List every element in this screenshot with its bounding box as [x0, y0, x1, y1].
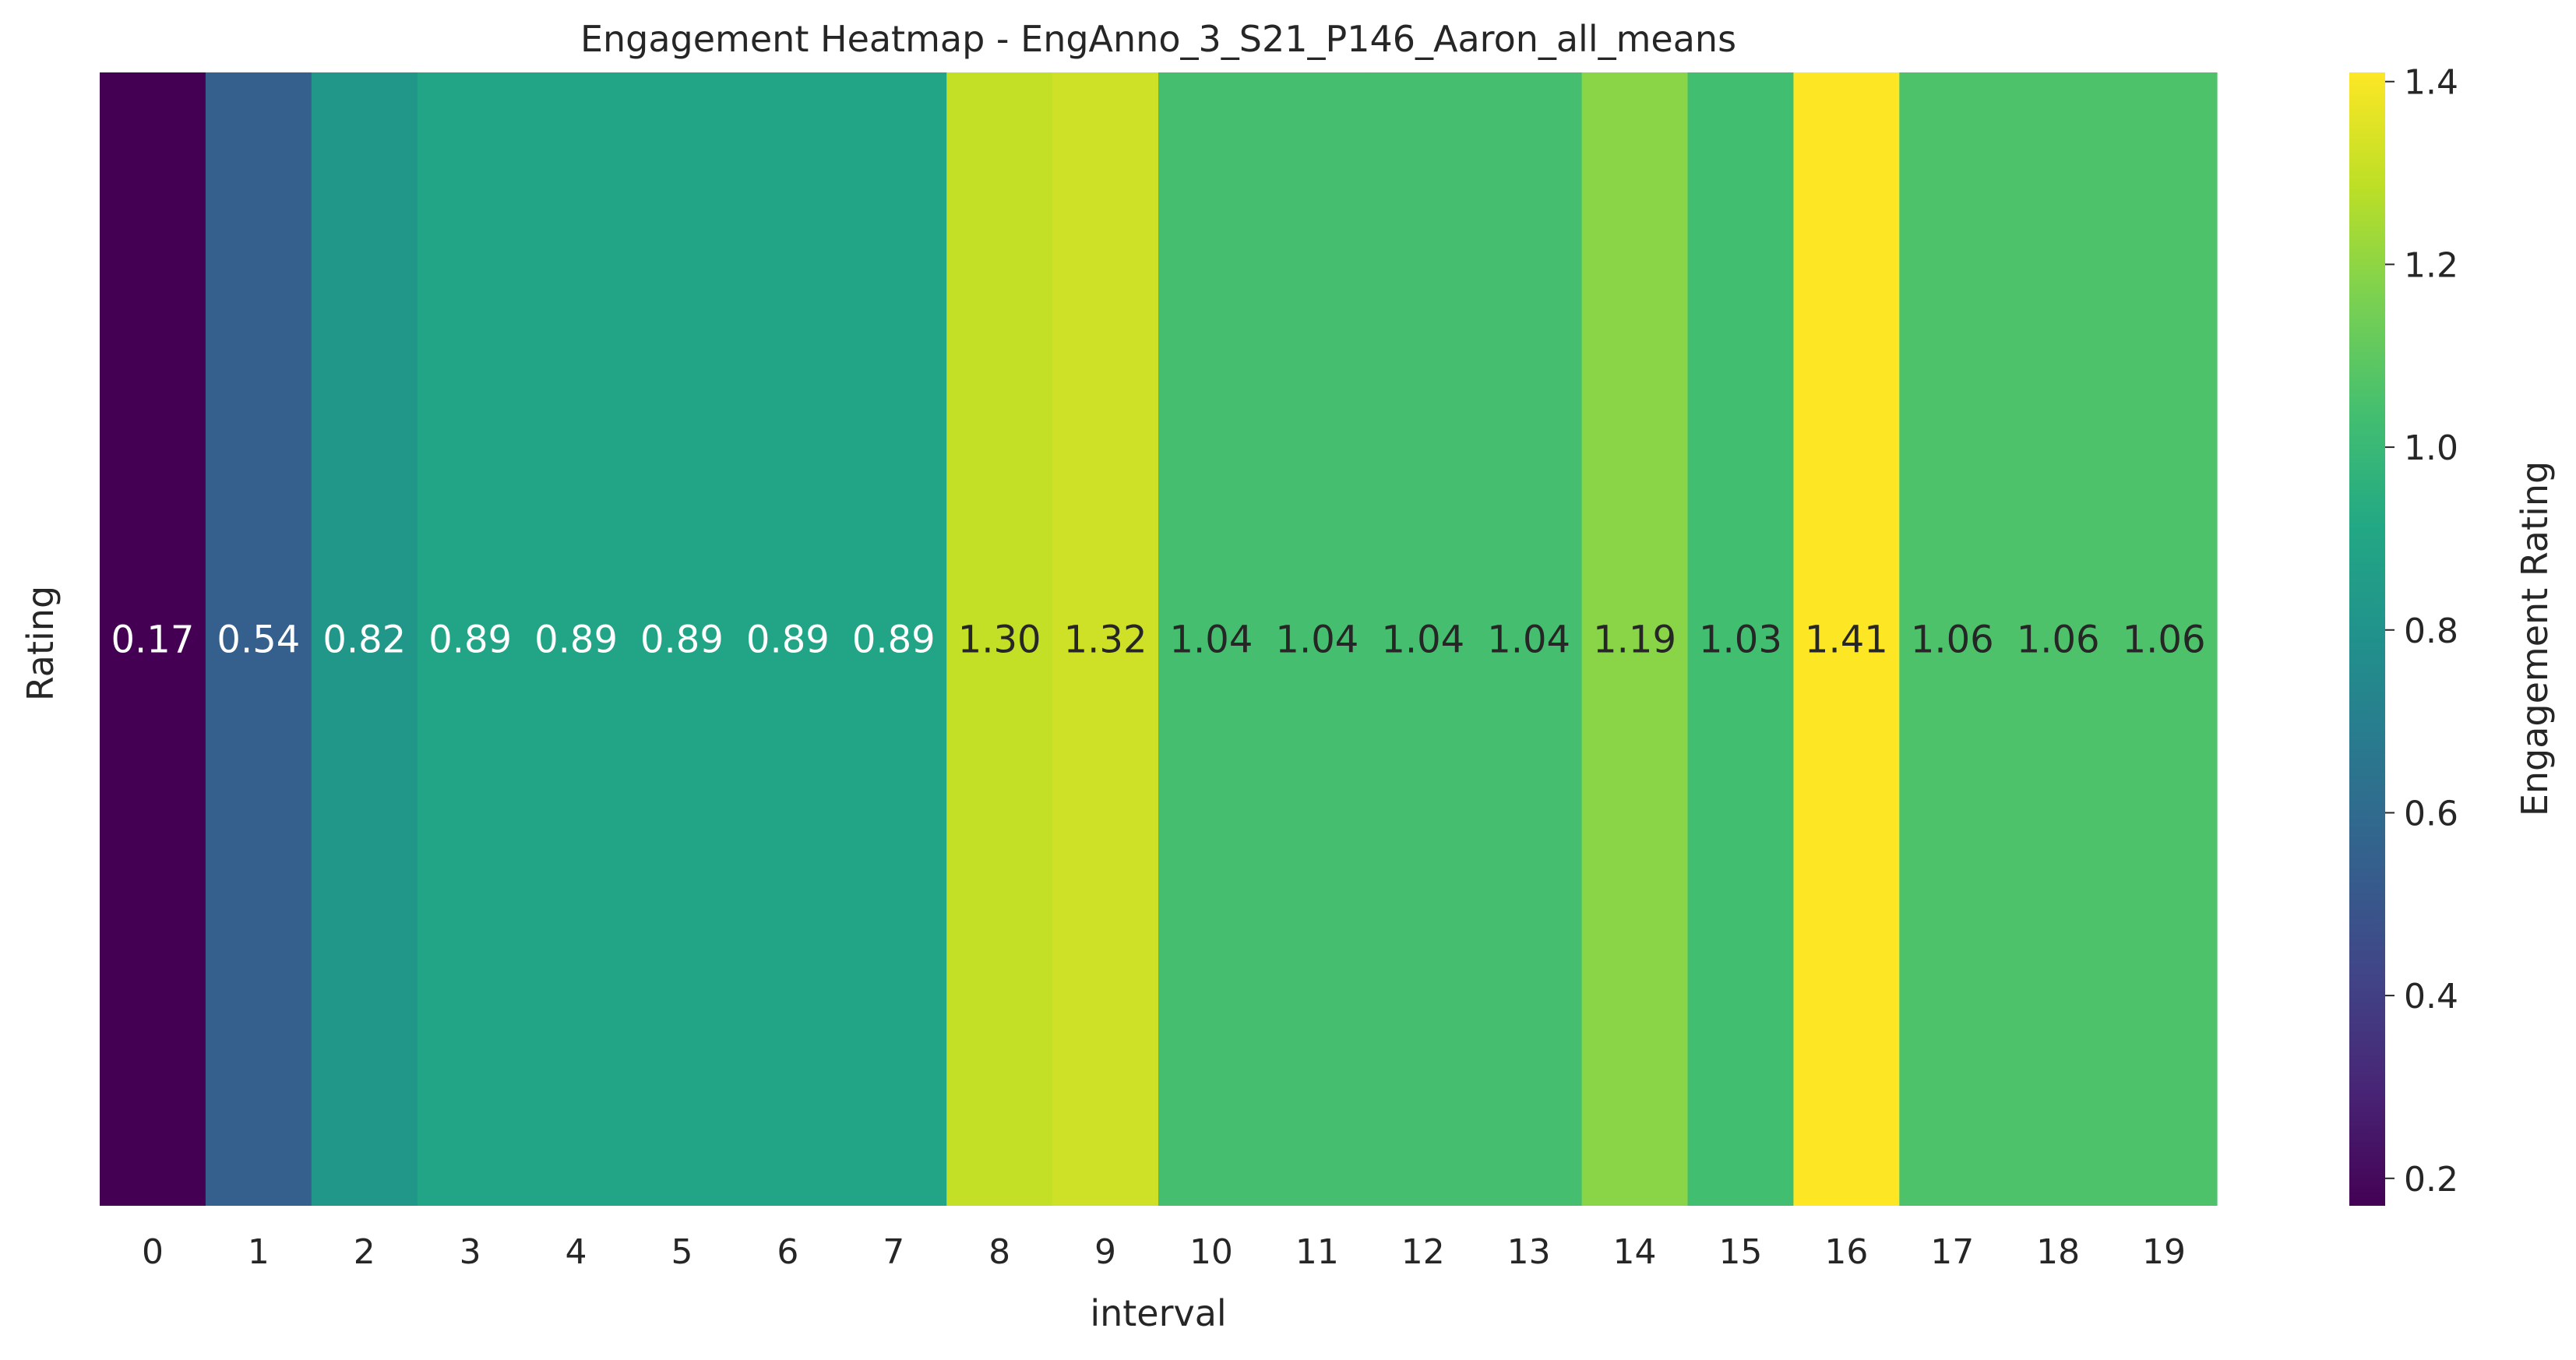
- x-tick-label: 4: [566, 1232, 587, 1272]
- x-tick-label: 13: [1507, 1232, 1551, 1272]
- heatmap-cell: [1052, 72, 1159, 1206]
- heatmap-cell: [840, 72, 947, 1206]
- colorbar-tick-label: 0.6: [2404, 794, 2458, 833]
- x-axis-label: interval: [1090, 1292, 1226, 1334]
- heatmap-cell: [1369, 72, 1477, 1206]
- heatmap-cell: [1475, 72, 1583, 1206]
- cell-value-label: 1.06: [2123, 618, 2206, 662]
- x-tick-label: 3: [460, 1232, 481, 1272]
- heatmap-cell: [1899, 72, 2006, 1206]
- x-tick-label: 2: [354, 1232, 375, 1272]
- heatmap-cell: [1581, 72, 1689, 1206]
- heatmap-cell: [1158, 72, 1265, 1206]
- x-tick-label: 6: [777, 1232, 798, 1272]
- cell-value-label: 1.30: [958, 618, 1041, 662]
- heatmap-cell: [946, 72, 1053, 1206]
- cell-value-label: 1.06: [1911, 618, 1994, 662]
- heatmap-cell: [1687, 72, 1794, 1206]
- cell-value-label: 0.17: [111, 618, 195, 662]
- cell-value-label: 0.89: [534, 618, 618, 662]
- cell-value-label: 1.06: [2017, 618, 2100, 662]
- cell-value-label: 1.04: [1170, 618, 1253, 662]
- x-tick-label: 5: [671, 1232, 692, 1272]
- cell-value-label: 1.04: [1381, 618, 1464, 662]
- x-tick-label: 9: [1094, 1232, 1116, 1272]
- cell-value-label: 0.89: [852, 618, 936, 662]
- heatmap-cell: [2005, 72, 2112, 1206]
- cell-value-label: 1.03: [1699, 618, 1782, 662]
- colorbar-tick-label: 0.8: [2404, 611, 2458, 651]
- heatmap-cell: [2111, 72, 2218, 1206]
- colorbar-tick-label: 0.2: [2404, 1160, 2458, 1200]
- heatmap-cell: [1263, 72, 1371, 1206]
- x-tick-label: 11: [1295, 1232, 1339, 1272]
- cell-value-label: 1.32: [1064, 618, 1147, 662]
- heatmap-cell: [1793, 72, 1900, 1206]
- x-tick-label: 7: [883, 1232, 904, 1272]
- chart-title: Engagement Heatmap - EngAnno_3_S21_P146_…: [580, 18, 1736, 60]
- heatmap-cell: [523, 72, 630, 1206]
- x-tick-label: 8: [988, 1232, 1010, 1272]
- x-tick-label: 12: [1401, 1232, 1445, 1272]
- cell-value-label: 0.89: [428, 618, 512, 662]
- heatmap-cell: [629, 72, 735, 1206]
- y-axis-label: Rating: [19, 586, 62, 701]
- heatmap-cell: [100, 72, 206, 1206]
- x-tick-label: 10: [1189, 1232, 1233, 1272]
- heatmap-cell: [205, 72, 312, 1206]
- heatmap-cells: [100, 72, 2218, 1206]
- x-tick-label: 16: [1824, 1232, 1868, 1272]
- cell-value-label: 0.89: [746, 618, 830, 662]
- heatmap-cell: [735, 72, 841, 1206]
- cell-value-label: 0.89: [640, 618, 724, 662]
- colorbar-label: Engagement Rating: [2514, 461, 2556, 816]
- colorbar-ticks: 0.2 0.4 0.6 0.8 1.0 1.2 1.4: [2385, 63, 2458, 1200]
- cell-value-label: 1.04: [1487, 618, 1570, 662]
- cell-value-label: 1.04: [1275, 618, 1358, 662]
- cell-value-label: 0.82: [322, 618, 406, 662]
- cell-value-label: 1.41: [1805, 618, 1888, 662]
- x-tick-label: 14: [1613, 1232, 1657, 1272]
- heatmap-cell: [311, 72, 418, 1206]
- cell-value-label: 0.54: [217, 618, 300, 662]
- colorbar: [2349, 72, 2385, 1206]
- x-tick-label: 18: [2036, 1232, 2080, 1272]
- cell-value-label: 1.19: [1593, 618, 1676, 662]
- x-tick-label: 0: [142, 1232, 164, 1272]
- x-tick-label: 19: [2142, 1232, 2186, 1272]
- x-tick-label: 15: [1718, 1232, 1762, 1272]
- colorbar-tick-label: 1.0: [2404, 428, 2458, 468]
- colorbar-tick-label: 0.4: [2404, 977, 2458, 1016]
- colorbar-tick-label: 1.4: [2404, 63, 2458, 103]
- x-tick-label: 1: [248, 1232, 270, 1272]
- x-tick-label: 17: [1930, 1232, 1974, 1272]
- colorbar-tick-label: 1.2: [2404, 245, 2458, 285]
- x-axis-ticks: 0 1 2 3 4 5 6 7 8 9 10 11 12 13 14 15 16 17 18 19: [142, 1232, 2186, 1272]
- heatmap-cell-labels: 0.17 0.54 0.82 0.89 0.89 0.89 0.89 0.89 1.30 1.32…: [111, 618, 2206, 662]
- heatmap-cell: [417, 72, 524, 1206]
